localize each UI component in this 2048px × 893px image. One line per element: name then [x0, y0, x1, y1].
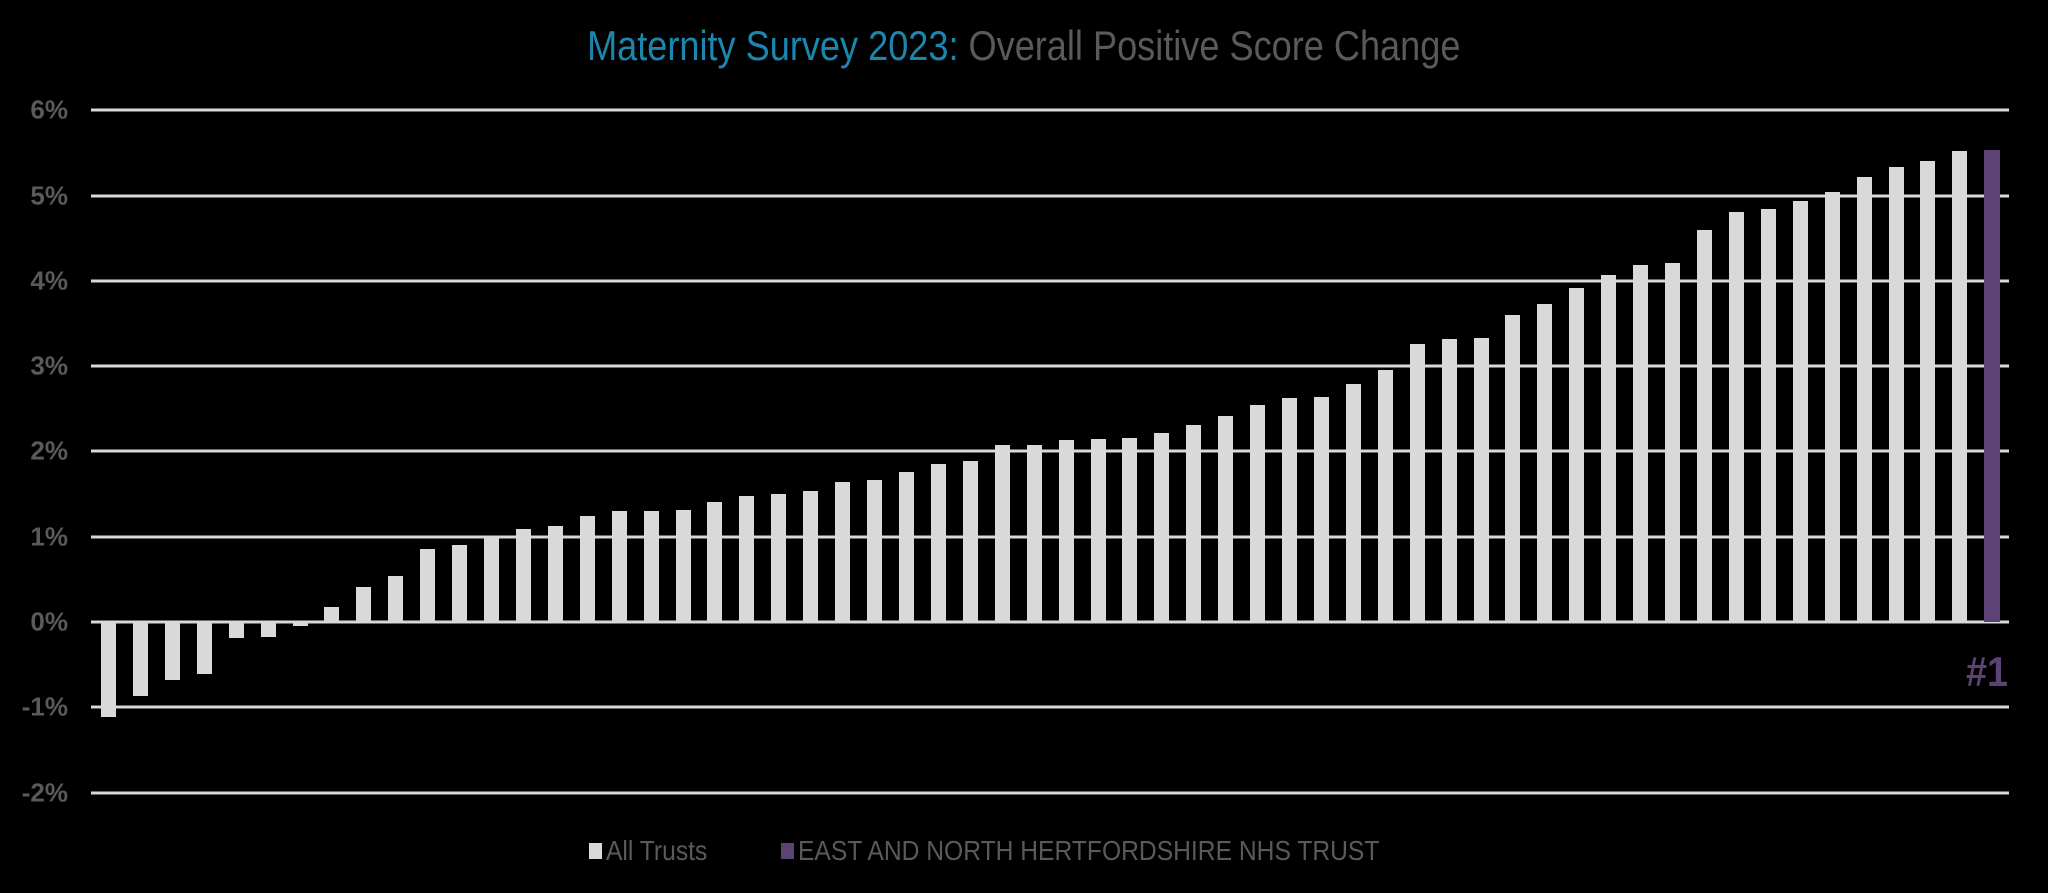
y-axis-tick-label: -1%	[21, 691, 68, 722]
bar-trust	[994, 445, 1010, 622]
bar-trust	[675, 510, 691, 622]
bar-trust	[420, 549, 436, 622]
bar-trust	[515, 529, 531, 622]
y-axis-tick-label: 0%	[30, 606, 68, 637]
bar-trust	[1728, 211, 1744, 622]
y-axis-tick-label: 1%	[30, 521, 68, 552]
bar-trust	[771, 494, 787, 622]
bar-trust	[611, 511, 627, 622]
bar-trust	[643, 511, 659, 622]
bar-trust	[579, 516, 595, 622]
legend-swatch-highlight-trust	[781, 843, 795, 859]
legend-item-all-trusts: All Trusts	[589, 835, 721, 867]
bar-trust	[707, 501, 723, 622]
bar-trust	[1952, 151, 1968, 622]
y-axis-tick-label: -2%	[21, 777, 68, 808]
chart-title-metric: Overall Positive Score Change	[958, 22, 1461, 69]
bar-trust	[1282, 397, 1298, 622]
bar-trust	[228, 622, 244, 639]
bar-trust	[1633, 264, 1649, 622]
chart-title-survey: Maternity Survey 2023:	[587, 22, 959, 69]
gridline	[91, 194, 2009, 197]
bar-trust	[1473, 337, 1489, 622]
bar-trust	[803, 490, 819, 622]
bar-trust	[930, 464, 946, 622]
gridline	[91, 620, 2009, 624]
legend-label-all-trusts: All Trusts	[606, 835, 708, 866]
gridline	[91, 535, 2009, 539]
bar-trust	[1601, 274, 1617, 622]
bar-highlight-trust	[1984, 150, 2001, 622]
rank-label: #1	[1966, 648, 2009, 695]
y-axis-tick-label: 3%	[30, 350, 68, 381]
bar-trust	[835, 482, 851, 622]
legend-item-highlight-trust: EAST AND NORTH HERTFORDSHIRE NHS TRUST	[781, 835, 1459, 867]
bar-trust	[547, 525, 563, 622]
bar-trust	[1090, 438, 1106, 622]
bar-trust	[1026, 445, 1042, 622]
gridline	[91, 279, 2009, 283]
bar-trust	[1697, 229, 1712, 622]
chart-legend: All Trusts EAST AND NORTH HERTFORDSHIRE …	[0, 835, 2048, 867]
bar-trust	[1537, 303, 1553, 622]
bar-trust	[1888, 167, 1904, 622]
bar-trust	[324, 606, 340, 622]
bar-trust	[1409, 343, 1425, 622]
gridline	[91, 791, 2009, 795]
bar-trust	[1377, 370, 1393, 622]
bar-trust	[1824, 192, 1840, 622]
bar-trust	[196, 622, 212, 675]
bar-trust	[899, 471, 914, 622]
bar-trust	[260, 622, 276, 638]
legend-label-highlight-trust: EAST AND NORTH HERTFORDSHIRE NHS TRUST	[798, 835, 1380, 866]
bar-trust	[164, 622, 180, 680]
bar-trust	[1186, 424, 1202, 622]
bar-trust	[1856, 176, 1872, 622]
gridline	[91, 449, 2009, 453]
bar-trust	[101, 622, 116, 717]
bar-trust	[388, 575, 404, 622]
bar-trust	[132, 622, 148, 697]
bar-trust	[1218, 416, 1234, 622]
bar-trust	[484, 537, 500, 622]
bar-trust	[739, 495, 755, 622]
legend-swatch-all-trusts	[589, 843, 603, 859]
bar-trust	[1665, 262, 1681, 622]
bar-trust	[1505, 314, 1521, 622]
bar-trust	[452, 545, 468, 622]
bar-trust	[1250, 405, 1266, 622]
bar-trust	[356, 587, 372, 622]
bar-trust	[867, 479, 883, 622]
bar-trust	[1569, 288, 1585, 622]
gridline	[91, 364, 2009, 368]
bar-trust	[1058, 440, 1074, 622]
bar-trust	[1313, 396, 1329, 622]
gridline	[91, 108, 2009, 112]
y-axis-tick-label: 4%	[30, 265, 68, 296]
bar-trust	[962, 460, 978, 622]
bar-trust	[1441, 338, 1457, 622]
bar-trust	[292, 622, 308, 627]
bar-trust	[1792, 201, 1808, 622]
y-axis-tick-label: 6%	[30, 94, 68, 125]
bar-trust	[1122, 437, 1138, 622]
bar-trust	[1760, 209, 1776, 622]
bar-trust	[1154, 432, 1170, 622]
y-axis-tick-label: 5%	[30, 180, 68, 210]
y-axis-tick-label: 2%	[30, 435, 68, 466]
gridline	[91, 705, 2009, 709]
bar-trust	[1345, 384, 1361, 622]
chart-title: Maternity Survey 2023: Overall Positive …	[0, 22, 2048, 70]
bar-trust	[1920, 160, 1936, 622]
